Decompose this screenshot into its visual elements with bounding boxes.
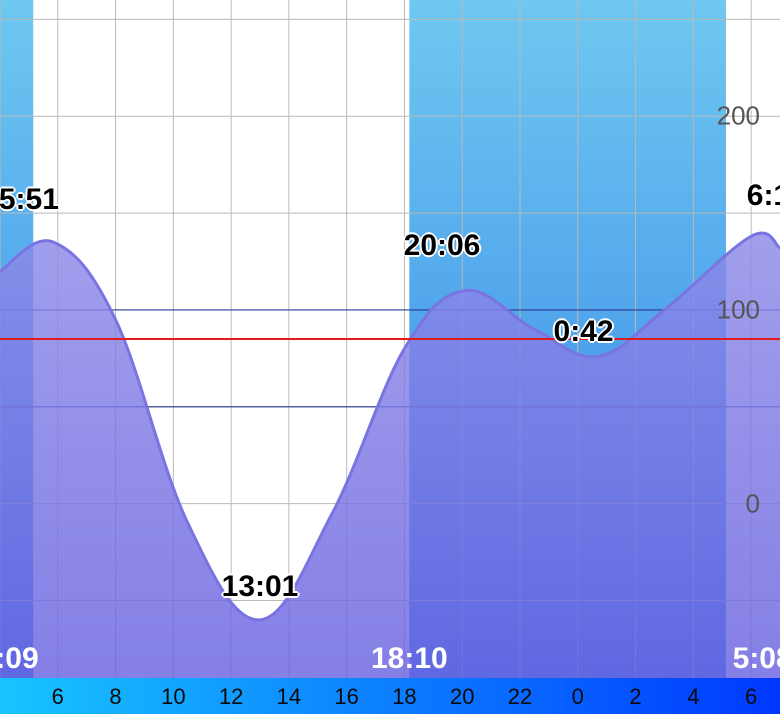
x-axis-label: 16 xyxy=(334,684,358,710)
x-axis-label: 6 xyxy=(52,684,64,710)
x-axis-label: 4 xyxy=(687,684,699,710)
peak-label: 0:42 xyxy=(554,315,614,349)
x-axis-label: 2 xyxy=(629,684,641,710)
y-axis-label: 200 xyxy=(717,101,760,132)
x-axis-label: 22 xyxy=(508,684,532,710)
y-axis-label: 100 xyxy=(717,294,760,325)
x-axis-label: 10 xyxy=(161,684,185,710)
tide-chart: 0 100 200 6 8 10 12 14 16 18 20 22 0 2 4 6 5:51 13:01 20:0… xyxy=(0,0,780,714)
x-axis-label: 20 xyxy=(450,684,474,710)
x-axis-label: 0 xyxy=(572,684,584,710)
sun-time-label: 5:09 xyxy=(0,642,39,676)
x-axis-label: 18 xyxy=(392,684,416,710)
peak-label: 5:51 xyxy=(0,183,59,217)
x-axis-label: 14 xyxy=(277,684,301,710)
sun-time-label: 5:08 xyxy=(733,642,780,676)
x-axis-label: 6 xyxy=(745,684,757,710)
x-axis-label: 8 xyxy=(109,684,121,710)
chart-svg xyxy=(0,0,780,714)
y-axis-label: 0 xyxy=(746,488,760,519)
peak-label: 13:01 xyxy=(222,570,299,604)
peak-label: 6:1 xyxy=(747,179,780,213)
peak-label: 20:06 xyxy=(404,229,481,263)
sun-time-label: 18:10 xyxy=(371,642,448,676)
x-axis-label: 12 xyxy=(219,684,243,710)
